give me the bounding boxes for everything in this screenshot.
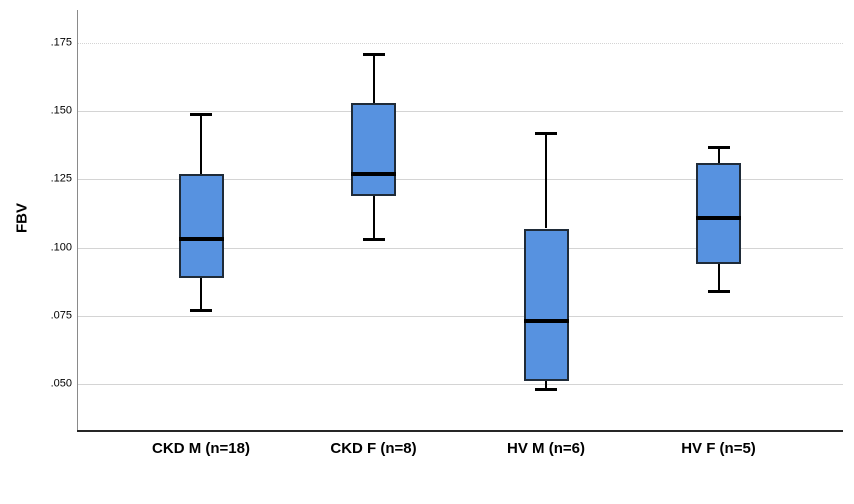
y-tick-label: .100 [50, 241, 72, 254]
whisker-cap-top [362, 52, 385, 56]
whisker-cap-bottom [362, 238, 385, 242]
x-axis-line [77, 430, 843, 432]
iqr-box [523, 228, 569, 382]
gridline-.175 [77, 43, 843, 44]
whisker-cap-top [707, 145, 730, 149]
whisker-cap-top [190, 112, 212, 116]
median-line [696, 215, 741, 220]
whisker-upper [717, 146, 720, 164]
gridline-.050 [77, 383, 843, 385]
whisker-upper [200, 113, 202, 174]
iqr-box [351, 103, 396, 196]
x-category-label: HV M (n=6) [507, 440, 585, 457]
whisker-cap-bottom [535, 388, 557, 392]
whisker-upper [372, 53, 375, 103]
gridline-.150 [77, 111, 843, 113]
whisker-cap-bottom [707, 290, 730, 294]
y-tick-label: .050 [50, 377, 72, 390]
iqr-box [178, 173, 224, 278]
whisker-cap-top [535, 132, 557, 136]
whisker-lower [717, 263, 720, 292]
median-line [351, 171, 396, 176]
whisker-lower [372, 195, 375, 240]
median-line [178, 237, 224, 242]
whisker-upper [545, 133, 547, 229]
iqr-box [696, 163, 741, 264]
gridline-.075 [77, 315, 843, 317]
y-tick-label: .075 [50, 309, 72, 322]
y-tick-label: .175 [50, 36, 72, 49]
x-category-label: CKD M (n=18) [152, 440, 250, 457]
gridline-.100 [77, 247, 843, 249]
gridline-.125 [77, 179, 843, 181]
x-category-label: HV F (n=5) [681, 440, 756, 457]
whisker-lower [545, 381, 547, 390]
median-line [523, 319, 569, 324]
y-axis-title: FBV [13, 203, 31, 233]
y-tick-label: .150 [50, 104, 72, 117]
whisker-cap-bottom [190, 309, 212, 313]
y-tick-label: .125 [50, 172, 72, 185]
y-axis-line [77, 10, 78, 432]
plot-area [77, 10, 843, 432]
x-category-label: CKD F (n=8) [330, 440, 417, 457]
whisker-lower [200, 277, 202, 311]
